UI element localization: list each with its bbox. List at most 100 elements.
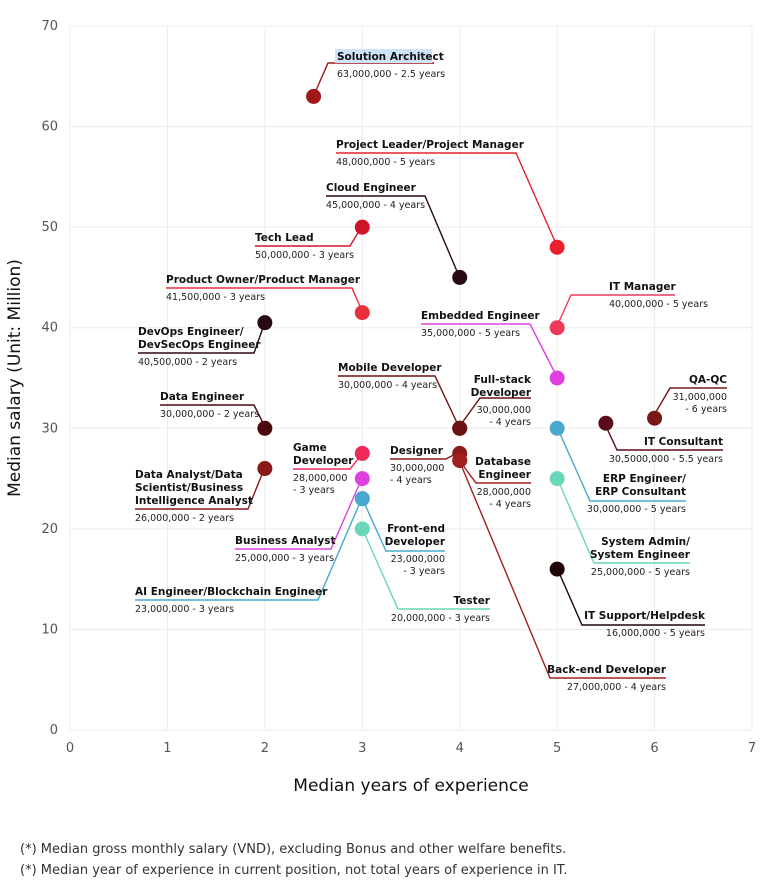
label-back-end-developer: Back-end Developer bbox=[547, 664, 667, 676]
label-detail-line: 30,000,000 bbox=[390, 463, 444, 474]
connector-back-end-developer bbox=[458, 459, 666, 679]
point-full-stack-developer bbox=[452, 420, 468, 436]
connector-system-admin-system-engineer bbox=[556, 477, 690, 564]
y-axis-label: Median salary (Unit: Million) bbox=[5, 259, 25, 497]
label-name-line: ERP Engineer/ bbox=[603, 473, 686, 485]
y-tick-label: 30 bbox=[41, 421, 58, 436]
label-detail-line: 30,000,000 - 4 years bbox=[338, 380, 437, 391]
connector-product-owner-product-manager bbox=[166, 287, 363, 312]
label-detail-line: 31,000,000 bbox=[673, 392, 727, 403]
detail-solution-architect: 63,000,000 - 2.5 years bbox=[337, 69, 445, 80]
point-embedded-engineer bbox=[549, 370, 565, 386]
connector-ai-engineer-blockchain-engineer bbox=[135, 497, 363, 601]
detail-devops-engineer-devsecops-engineer: 40,500,000 - 2 years bbox=[138, 357, 237, 368]
label-detail-line: 28,000,000 bbox=[293, 473, 347, 484]
label-detail-line: 28,000,000 bbox=[477, 487, 531, 498]
y-tick-label: 20 bbox=[41, 522, 58, 537]
detail-tech-lead: 50,000,000 - 3 years bbox=[255, 250, 354, 261]
label-full-stack-developer: Full-stack Developer bbox=[471, 374, 532, 399]
label-system-admin-system-engineer: System Admin/System Engineer bbox=[590, 536, 691, 561]
label-name-line: Tester bbox=[454, 595, 491, 607]
label-name-line: Business Analyst bbox=[235, 535, 335, 547]
label-detail-line: - 3 years bbox=[403, 566, 445, 577]
detail-it-support-helpdesk: 16,000,000 - 5 years bbox=[606, 628, 705, 639]
point-business-analyst bbox=[354, 471, 370, 487]
label-tester: Tester bbox=[454, 595, 491, 607]
label-detail-line: - 3 years bbox=[293, 485, 335, 496]
point-game-developer bbox=[354, 445, 370, 461]
connector-full-stack-developer bbox=[458, 397, 531, 428]
connector-database-engineer bbox=[458, 459, 531, 484]
point-it-support-helpdesk bbox=[549, 561, 565, 577]
connector-qa-qc bbox=[652, 387, 727, 418]
label-name-line: AI Engineer/Blockchain Engineer bbox=[135, 586, 328, 598]
connector-it-manager bbox=[556, 294, 675, 327]
label-name-line: Project Leader/Project Manager bbox=[336, 139, 525, 151]
label-data-analyst-data-scientist-business-intelligence-analyst: Data Analyst/Data Scientist/Business Intel… bbox=[135, 469, 253, 507]
label-detail-line: - 4 years bbox=[489, 499, 531, 510]
label-name-line: Scientist/Business bbox=[135, 482, 243, 494]
connector-mobile-developer bbox=[338, 375, 460, 428]
connector-erp-engineer-erp-consultant bbox=[556, 426, 686, 502]
detail-project-leader-project-manager: 48,000,000 - 5 years bbox=[336, 157, 435, 168]
label-cloud-engineer: Cloud Engineer bbox=[326, 182, 417, 194]
point-product-owner-product-manager bbox=[354, 305, 370, 321]
connector-project-leader-project-manager bbox=[336, 152, 558, 247]
detail-mobile-developer: 30,000,000 - 4 years bbox=[338, 380, 437, 391]
label-name-line: Developer bbox=[385, 536, 446, 548]
point-erp-engineer-erp-consultant bbox=[549, 420, 565, 436]
label-ai-engineer-blockchain-engineer: AI Engineer/Blockchain Engineer bbox=[135, 586, 328, 598]
label-detail-line: 35,000,000 - 5 years bbox=[421, 328, 520, 339]
label-name-line: Mobile Developer bbox=[338, 362, 442, 374]
label-name-line: DevSecOps Engineer bbox=[138, 339, 261, 351]
connector-data-engineer bbox=[160, 404, 266, 428]
point-tester bbox=[354, 521, 370, 537]
label-designer: Designer bbox=[390, 445, 444, 457]
label-detail-line: 40,500,000 - 2 years bbox=[138, 357, 237, 368]
x-tick-label: 6 bbox=[650, 741, 658, 756]
connectors bbox=[135, 62, 727, 679]
point-ai-engineer-blockchain-engineer bbox=[354, 491, 370, 507]
point-data-engineer bbox=[257, 420, 273, 436]
label-detail-line: 27,000,000 - 4 years bbox=[567, 682, 666, 693]
label-detail-line: - 4 years bbox=[489, 417, 531, 428]
connector-tester bbox=[361, 527, 490, 610]
detail-cloud-engineer: 45,000,000 - 4 years bbox=[326, 200, 425, 211]
label-name-line: IT Manager bbox=[609, 281, 676, 293]
point-data-analyst-data-scientist-business-intelligence-analyst bbox=[257, 461, 273, 477]
label-detail-line: 25,000,000 - 5 years bbox=[591, 567, 690, 578]
label-data-engineer: Data Engineer bbox=[160, 391, 245, 403]
label-detail-line: 50,000,000 - 3 years bbox=[255, 250, 354, 261]
label-detail-line: 40,000,000 - 5 years bbox=[609, 299, 708, 310]
x-tick-label: 3 bbox=[358, 741, 366, 756]
label-name-line: ERP Consultant bbox=[595, 486, 686, 498]
x-tick-label: 1 bbox=[163, 741, 171, 756]
label-mobile-developer: Mobile Developer bbox=[338, 362, 442, 374]
label-product-owner-product-manager: Product Owner/Product Manager bbox=[166, 274, 361, 286]
label-detail-line: 48,000,000 - 5 years bbox=[336, 157, 435, 168]
x-tick-label: 2 bbox=[261, 741, 269, 756]
detail-full-stack-developer: 30,000,000- 4 years bbox=[477, 405, 531, 428]
label-detail-line: 45,000,000 - 4 years bbox=[326, 200, 425, 211]
point-qa-qc bbox=[647, 410, 663, 426]
label-detail-line: 41,500,000 - 3 years bbox=[166, 292, 265, 303]
detail-ai-engineer-blockchain-engineer: 23,000,000 - 3 years bbox=[135, 604, 234, 615]
label-name-line: Data Analyst/Data bbox=[135, 469, 243, 481]
footnote-experience: (*) Median year of experience in current… bbox=[20, 863, 568, 878]
point-solution-architect bbox=[306, 88, 322, 104]
footnote-salary: (*) Median gross monthly salary (VND), e… bbox=[20, 842, 567, 857]
x-tick-label: 5 bbox=[553, 741, 561, 756]
label-detail-line: 23,000,000 - 3 years bbox=[135, 604, 234, 615]
detail-game-developer: 28,000,000- 3 years bbox=[293, 473, 347, 496]
label-database-engineer: Database Engineer bbox=[475, 456, 532, 481]
y-tick-label: 0 bbox=[50, 723, 58, 738]
detail-designer: 30,000,000- 4 years bbox=[390, 463, 444, 486]
label-name-line: Solution Architect bbox=[337, 51, 444, 63]
label-name-line: Intelligence Analyst bbox=[135, 495, 253, 507]
point-project-leader-project-manager bbox=[549, 239, 565, 255]
x-tick-label: 7 bbox=[748, 741, 756, 756]
label-name-line: Cloud Engineer bbox=[326, 182, 417, 194]
y-tick-label: 10 bbox=[41, 622, 58, 637]
